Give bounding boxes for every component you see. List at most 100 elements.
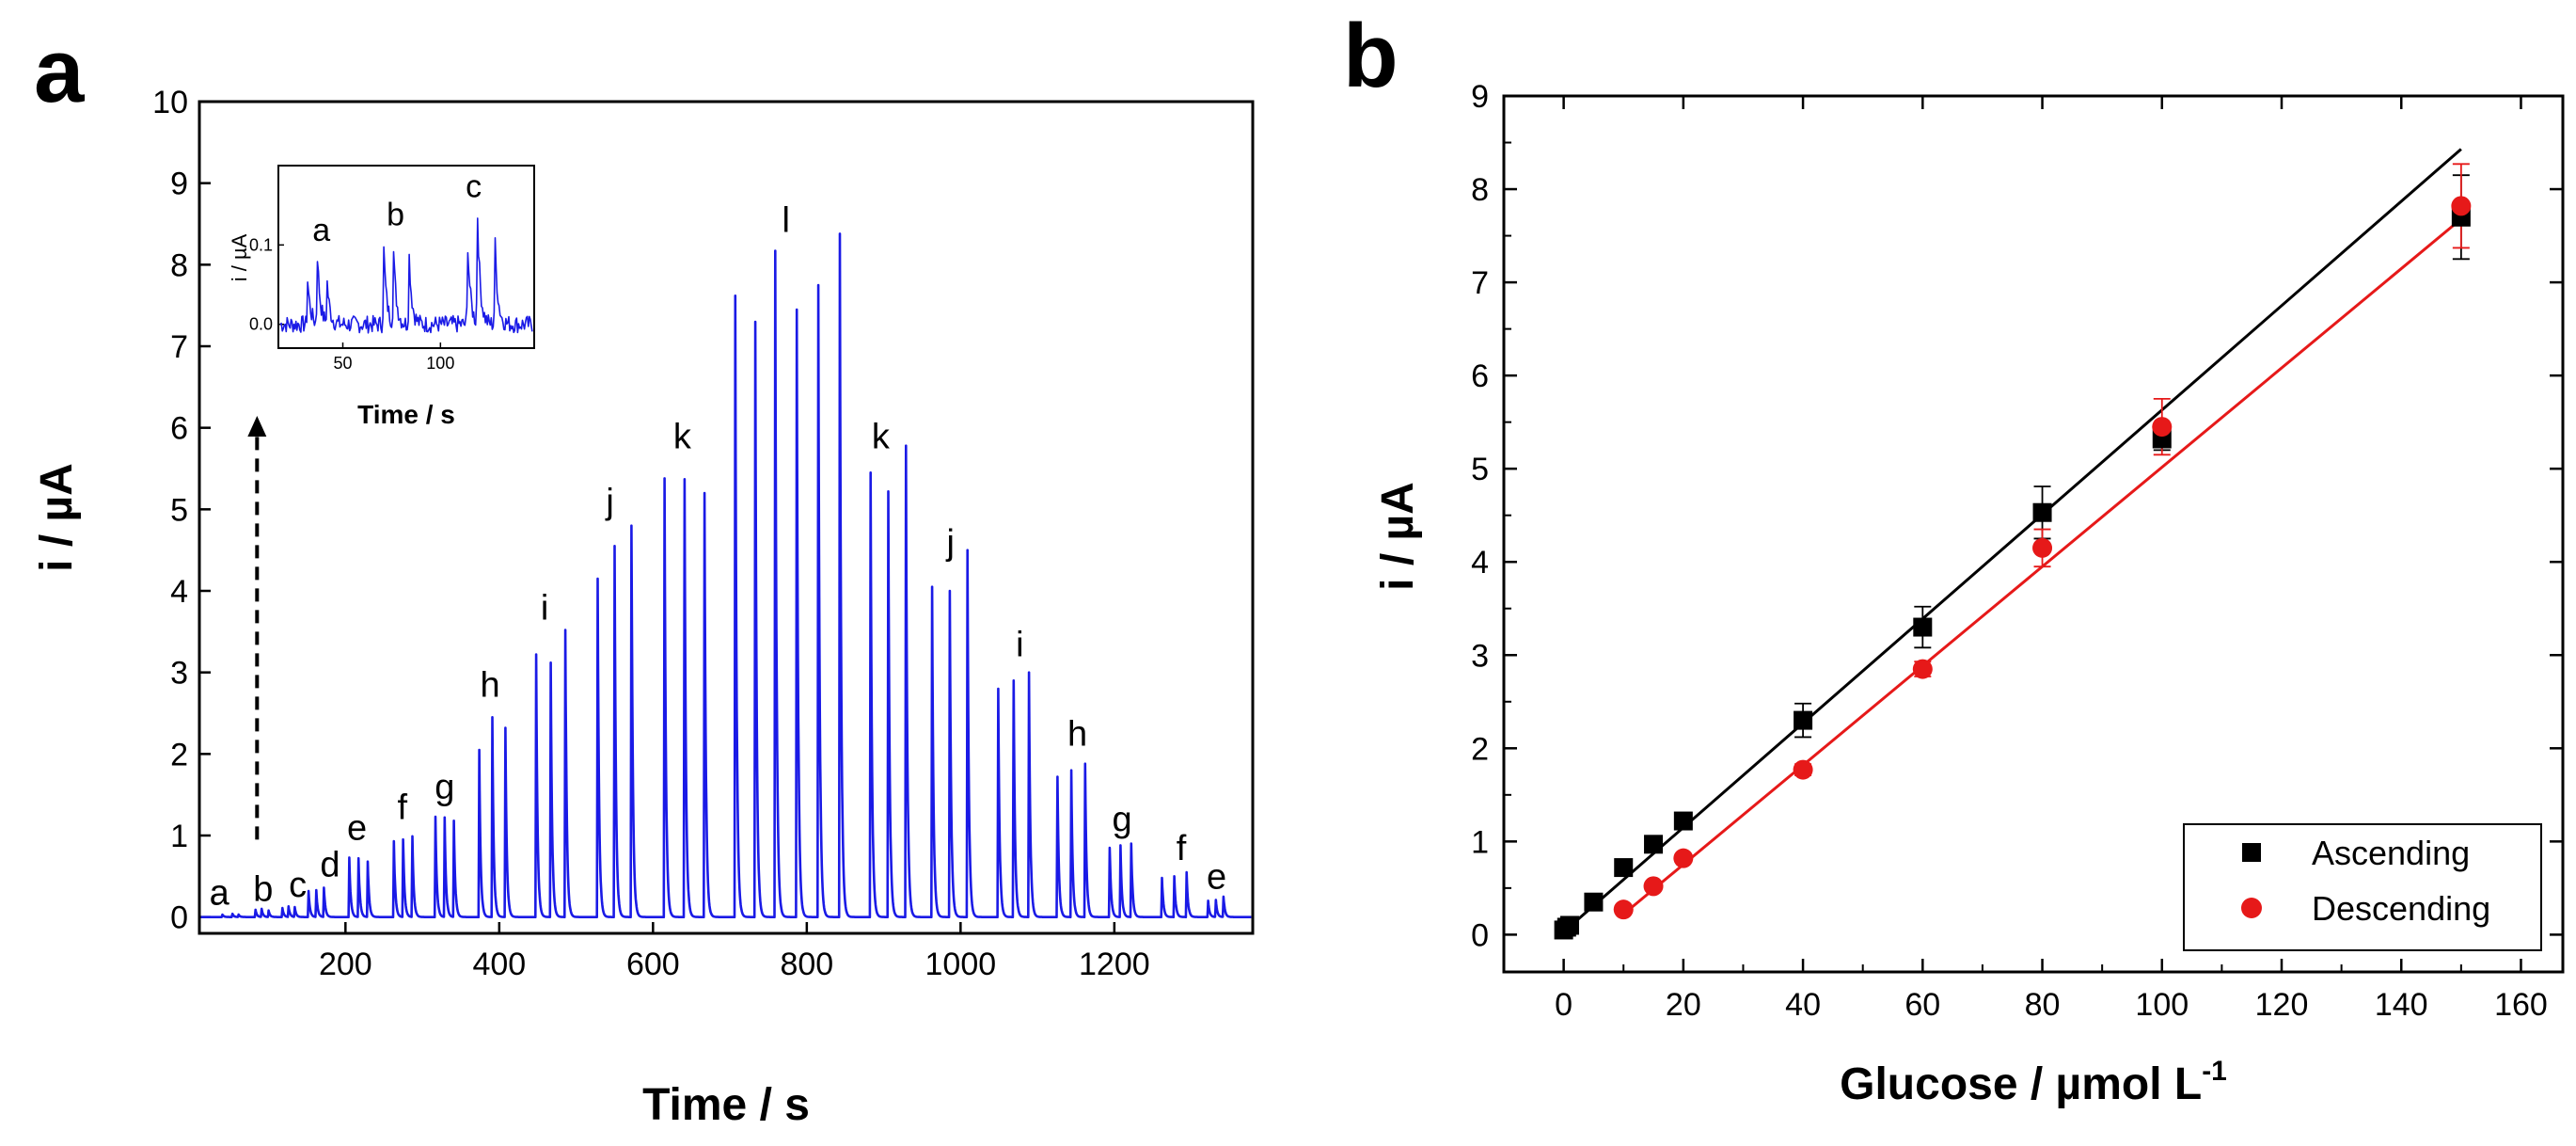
data-point-descending (2032, 537, 2053, 558)
panel-b-x-axis: 0 20 40 60 80 100 120 140 160 (1503, 96, 2548, 1023)
data-point-ascending (1644, 835, 1664, 854)
x-tick-label: 1200 (1079, 947, 1150, 982)
panel-a-plot-area (198, 100, 1255, 935)
x-tick-label: 120 (2255, 987, 2309, 1023)
x-tick-label: 100 (2135, 987, 2189, 1023)
data-point-ascending (1794, 710, 1813, 730)
panel-b-x-axis-label-main: Glucose / µmol L (1840, 1059, 2202, 1109)
data-point-ascending (1913, 617, 1933, 637)
peak-label-b: b (253, 869, 273, 909)
y-tick-label: 3 (170, 656, 188, 692)
peak-label-g: g (435, 768, 454, 807)
fit-line-ascending (1562, 148, 2462, 933)
data-point-descending (1793, 759, 1813, 780)
data-point-ascending (2032, 502, 2052, 522)
inset-x-axis-label: Time / s (357, 400, 455, 429)
panel-a-current-trace (199, 232, 1253, 918)
inset-peak-label-c: c (466, 169, 482, 205)
data-point-ascending (1673, 811, 1693, 831)
data-point-descending (1673, 848, 1694, 868)
legend-marker-ascending (2242, 843, 2261, 862)
peak-label-f: f (1177, 829, 1187, 868)
legend-label-ascending: Ascending (2312, 834, 2470, 872)
legend-marker-descending (2241, 898, 2262, 918)
x-tick-label: 20 (1666, 987, 1701, 1023)
data-point-descending (2451, 196, 2472, 216)
peak-label-k: k (872, 417, 891, 456)
inset-peak-label-a: a (312, 213, 330, 248)
panel-b-legend: Ascending Descending (2183, 823, 2542, 951)
y-tick-label: 6 (170, 411, 188, 447)
panel-b-data-points (1554, 196, 2472, 940)
panel-b-y-axis: 0 1 2 3 4 5 6 7 8 9 (1471, 79, 2563, 953)
peak-label-h: h (480, 666, 499, 706)
x-tick-label: 160 (2494, 987, 2548, 1023)
data-point-ascending (1584, 892, 1604, 912)
x-tick-label: 600 (626, 947, 680, 982)
panel-a-y-axis: 0 1 2 3 4 5 6 7 8 9 10 (152, 85, 211, 936)
x-tick-label: 60 (1904, 987, 1940, 1023)
peak-label-i: i (541, 588, 548, 628)
panel-a-frame (198, 100, 1255, 935)
x-tick-label: 800 (780, 947, 833, 982)
y-tick-label: 1 (170, 819, 188, 854)
inset-x-tick-label: 50 (334, 354, 353, 373)
inset-y-axis-label: i / µA (228, 233, 251, 281)
y-tick-label: 7 (1471, 265, 1489, 301)
panel-a-x-axis: 200 400 600 800 1000 1200 (319, 922, 1150, 982)
y-tick-label: 10 (152, 85, 188, 120)
inset-y-tick-label: 0.1 (249, 235, 273, 254)
y-tick-label: 6 (1471, 358, 1489, 394)
inset-current-trace (279, 217, 533, 334)
data-point-descending (2152, 417, 2173, 438)
x-tick-label: 0 (1555, 987, 1572, 1023)
dashed-arrow-head (247, 416, 267, 437)
panel-letter-a: a (34, 21, 85, 121)
panel-b-plot-area (1502, 94, 2565, 974)
data-point-descending (1643, 876, 1664, 897)
peak-label-f: f (398, 788, 408, 828)
panel-letter-b: b (1343, 6, 1399, 106)
data-point-descending (1912, 659, 1933, 679)
peak-label-g: g (1112, 801, 1131, 840)
panel-b-y-axis-label: i / µA (1373, 482, 1423, 591)
y-tick-label: 1 (1471, 824, 1489, 860)
panel-a-dashed-arrow (247, 416, 267, 840)
y-tick-label: 0 (170, 900, 188, 936)
y-tick-label: 7 (170, 329, 188, 365)
peak-label-c: c (289, 866, 307, 905)
data-point-ascending (1559, 915, 1579, 935)
y-tick-label: 9 (1471, 79, 1489, 115)
peak-label-j: j (605, 483, 613, 522)
y-tick-label: 2 (170, 737, 188, 772)
y-tick-label: 5 (1471, 452, 1489, 487)
y-tick-label: 8 (170, 247, 188, 283)
peak-label-i: i (1016, 625, 1023, 664)
legend-label-descending: Descending (2312, 889, 2490, 928)
y-tick-label: 0 (1471, 917, 1489, 953)
y-tick-label: 5 (170, 492, 188, 528)
peak-label-d: d (320, 845, 340, 884)
x-tick-label: 40 (1785, 987, 1821, 1023)
panel-b-frame (1502, 94, 2565, 974)
data-point-descending (1613, 899, 1634, 920)
y-tick-label: 4 (170, 574, 188, 610)
peak-label-a: a (210, 874, 230, 914)
peak-label-e: e (1207, 857, 1226, 897)
inset-y-axis: 0.0 0.1 (249, 235, 284, 334)
panel-a-inset: 50 100 0.0 0.1 a b c Time / s i / µA (228, 165, 535, 429)
y-tick-label: 9 (170, 167, 188, 202)
data-point-ascending (1614, 858, 1634, 878)
y-tick-label: 4 (1471, 545, 1489, 581)
panel-a-x-axis-label: Time / s (642, 1080, 810, 1130)
inset-y-tick-label: 0.0 (249, 315, 273, 334)
x-tick-label: 400 (472, 947, 526, 982)
x-tick-label: 140 (2375, 987, 2428, 1023)
inset-x-axis: 50 100 (334, 342, 454, 373)
x-tick-label: 200 (319, 947, 372, 982)
panel-b-fit-lines (1562, 148, 2462, 933)
peak-label-e: e (347, 808, 367, 848)
peak-label-k: k (673, 417, 692, 456)
